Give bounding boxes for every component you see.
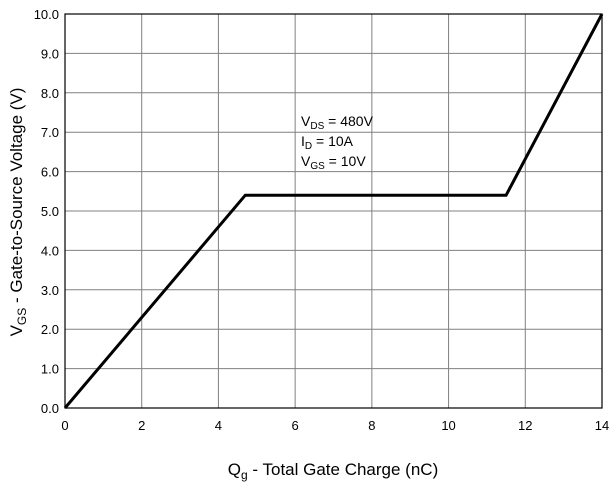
x-tick-label: 10 xyxy=(441,418,455,433)
x-tick-labels: 0 2 4 6 8 10 12 14 xyxy=(61,418,609,433)
annotation-id: ID = 10A xyxy=(301,133,354,152)
x-axis-label: Qg - Total Gate Charge (nC) xyxy=(228,460,438,482)
y-tick-label: 6.0 xyxy=(41,165,59,180)
series-line xyxy=(63,13,604,409)
y-tick-label: 9.0 xyxy=(41,46,59,61)
x-tick-label: 2 xyxy=(138,418,145,433)
y-tick-label: 8.0 xyxy=(41,86,59,101)
annotation-vds: VDS = 480V xyxy=(301,113,374,132)
x-tick-label: 4 xyxy=(215,418,222,433)
x-tick-label: 12 xyxy=(518,418,532,433)
y-tick-labels: 0.0 1.0 2.0 3.0 4.0 5.0 6.0 7.0 8.0 9.0 10.0 xyxy=(34,7,59,416)
y-tick-label: 7.0 xyxy=(41,125,59,140)
y-tick-label: 1.0 xyxy=(41,362,59,377)
y-tick-label: 2.0 xyxy=(41,322,59,337)
y-tick-label: 0.0 xyxy=(41,401,59,416)
y-axis-label: VGS - Gate-to-Source Voltage (V) xyxy=(7,88,29,337)
y-tick-label: 5.0 xyxy=(41,204,59,219)
grid xyxy=(64,13,603,409)
annotation-vgs: VGS = 10V xyxy=(301,153,366,172)
x-tick-label: 0 xyxy=(61,418,68,433)
y-tick-label: 10.0 xyxy=(34,7,59,22)
plot-frame xyxy=(64,13,603,409)
x-tick-label: 8 xyxy=(368,418,375,433)
y-tick-label: 3.0 xyxy=(41,283,59,298)
y-tick-label: 4.0 xyxy=(41,243,59,258)
x-tick-label: 6 xyxy=(292,418,299,433)
x-tick-label: 14 xyxy=(595,418,609,433)
